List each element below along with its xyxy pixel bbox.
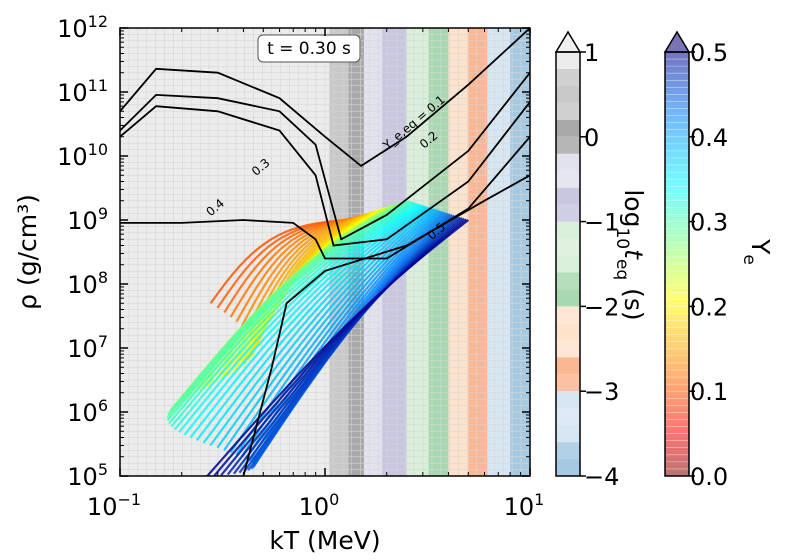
trajectory-line xyxy=(245,215,361,332)
time-annotation-box: t = 0.30 s xyxy=(257,34,361,63)
teq-cell xyxy=(556,153,580,171)
teq-cell xyxy=(556,187,580,205)
plot-area: Y_e,eq = 0.10.20.30.40.5 t = 0.30 s xyxy=(119,27,531,477)
colorbar-ye-ticks: 0.5 0.4 0.3 0.2 0.1 0.0 xyxy=(689,39,728,491)
teq-tick-label-0: 1 xyxy=(584,39,599,67)
teq-cell xyxy=(556,306,580,324)
teq-cell xyxy=(556,442,580,460)
y-tick-label-3: 108 xyxy=(67,268,108,299)
contour-line-0 xyxy=(120,28,530,168)
teq-cell xyxy=(556,52,580,69)
y-tick-label-4: 109 xyxy=(67,204,108,235)
trajectory-line xyxy=(173,202,417,431)
trajectory-line xyxy=(189,204,423,439)
y-tick-label-5: 1010 xyxy=(57,140,108,171)
x-axis-label: kT (MeV) xyxy=(269,526,380,555)
ye-tick-label-5: 0.0 xyxy=(690,463,728,491)
y-tick-label-1: 106 xyxy=(67,396,108,427)
x-tick-label-2: 101 xyxy=(504,490,545,521)
colorbar-ye-extend xyxy=(663,30,691,53)
contour-line-4 xyxy=(242,174,530,476)
trajectory-line xyxy=(216,206,431,449)
teq-cell xyxy=(556,204,580,222)
ye-tick-label-4: 0.1 xyxy=(690,378,728,406)
ye-tick-label-1: 0.4 xyxy=(690,124,728,152)
ye-tick-label-2: 0.3 xyxy=(690,209,728,237)
teq-cell xyxy=(556,289,580,307)
teq-cell xyxy=(556,221,580,239)
y-tick-label-7: 1012 xyxy=(57,12,108,43)
trajectory-line xyxy=(166,200,410,422)
teq-cell xyxy=(556,136,580,154)
teq-cell xyxy=(556,425,580,443)
colorbar-teq-cells xyxy=(556,52,580,476)
x-tick-label-0: 10−1 xyxy=(87,490,141,521)
trajectory-line xyxy=(206,219,469,476)
teq-cell xyxy=(556,238,580,256)
y-tick-label-0: 105 xyxy=(67,460,108,491)
contour-line-2 xyxy=(120,101,530,247)
teq-cell xyxy=(556,340,580,358)
ye-tick-label-0: 0.5 xyxy=(690,39,728,67)
colorbar-teq-frame xyxy=(555,51,581,477)
teq-cell xyxy=(556,391,580,409)
trajectory-line xyxy=(229,208,435,454)
teq-cell xyxy=(556,102,580,120)
colorbar-ye-label: Ye xyxy=(739,238,775,265)
teq-cell xyxy=(556,374,580,392)
teq-tick-label-3: −2 xyxy=(584,293,619,321)
trajectory-line xyxy=(170,201,414,428)
teq-cell xyxy=(556,357,580,375)
teq-cell xyxy=(556,272,580,290)
teq-cell xyxy=(556,323,580,341)
ye-eq-contours xyxy=(120,28,530,476)
trajectory-lines xyxy=(166,200,469,476)
teq-cell xyxy=(556,85,580,103)
colorbar-ye-frame xyxy=(664,51,690,477)
ye-tick-label-3: 0.2 xyxy=(690,293,728,321)
colorbar-teq-label: log10teq (s) xyxy=(612,189,648,320)
trajectory-line xyxy=(245,210,441,460)
colorbar-ye: 0.5 0.4 0.3 0.2 0.1 0.0 Ye xyxy=(663,30,775,491)
y-axis-ticks: 105 106 107 108 109 1010 1011 1012 xyxy=(57,12,530,491)
teq-tick-label-5: −4 xyxy=(584,463,619,491)
teq-tick-label-2: −1 xyxy=(584,209,619,237)
trajectory-line xyxy=(229,216,355,318)
teq-cell xyxy=(556,119,580,137)
x-axis-ticks: 10−1 100 101 xyxy=(87,28,544,521)
teq-cell xyxy=(556,459,580,476)
teq-cell xyxy=(556,68,580,86)
teq-tick-label-1: 0 xyxy=(584,124,599,152)
colorbar-teq-extend xyxy=(554,30,582,53)
teq-cell xyxy=(556,408,580,426)
trajectory-line xyxy=(223,207,433,451)
trajectory-line xyxy=(183,203,421,436)
y-tick-label-2: 107 xyxy=(67,332,108,363)
x-tick-label-1: 100 xyxy=(299,490,340,521)
contour-line-1 xyxy=(120,72,530,241)
trajectory-line xyxy=(202,205,427,444)
colorbar-teq-ticks: 1 0 −1 −2 −3 −4 xyxy=(580,39,619,491)
trajectory-line xyxy=(240,215,359,327)
trajectory-line xyxy=(195,204,425,442)
y-tick-label-6: 1011 xyxy=(57,76,108,107)
teq-cell xyxy=(556,170,580,188)
trajectory-line xyxy=(168,200,412,425)
y-axis-label: ρ (g/cm³) xyxy=(13,194,42,310)
teq-tick-label-4: −3 xyxy=(584,378,619,406)
trajectory-line xyxy=(178,202,419,433)
time-annotation: t = 0.30 s xyxy=(267,39,351,59)
colorbar-teq: 1 0 −1 −2 −3 −4 log10teq (s) xyxy=(554,30,648,491)
teq-cell xyxy=(556,255,580,273)
